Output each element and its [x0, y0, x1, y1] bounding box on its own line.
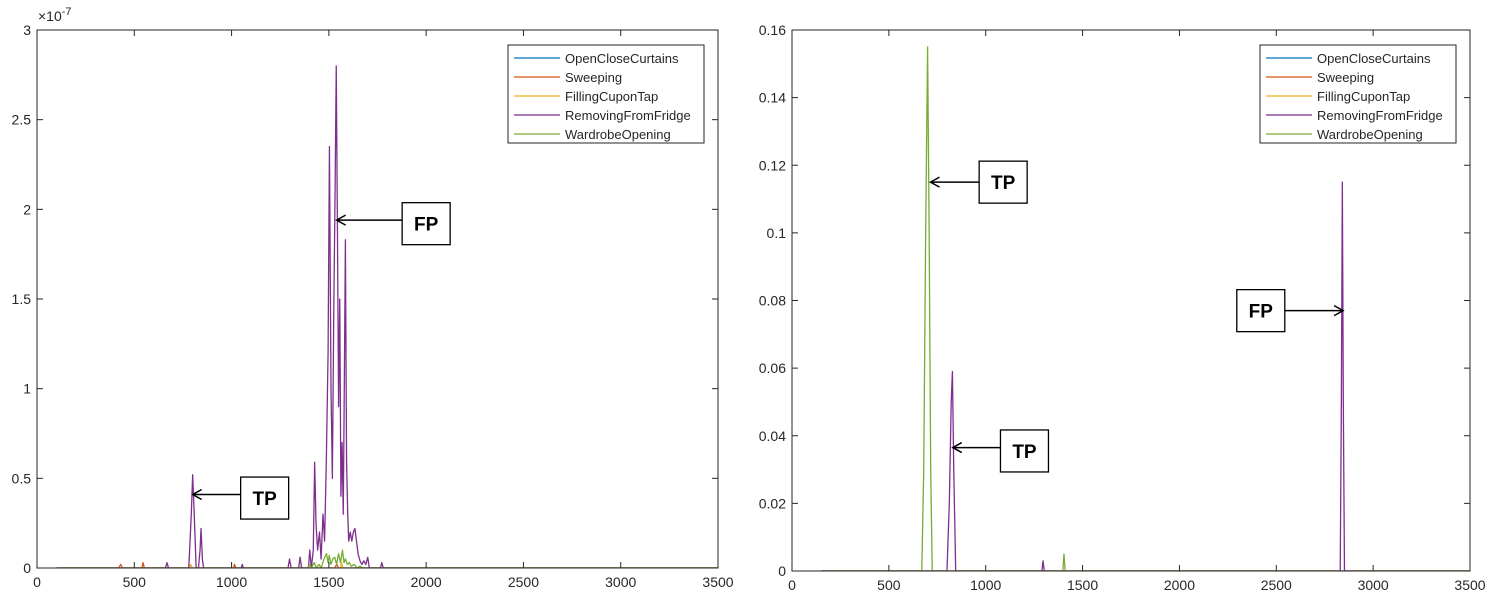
annotation-tp: TP — [191, 476, 290, 520]
y-tick-label: 3 — [23, 22, 31, 38]
annotation-fp: FP — [335, 202, 451, 246]
y-tick-label: 1 — [23, 381, 31, 397]
y-tick-label: 0.5 — [12, 470, 32, 486]
left-subplot: 0 500 1000 1500 2000 2500 3000 3500 0 0.5 1 1.5 2 2.5… — [12, 6, 734, 590]
series-line-WardrobeOpening — [821, 46, 1470, 571]
x-tick-label: 2000 — [411, 574, 442, 590]
legend-entry: OpenCloseCurtains — [565, 51, 679, 66]
right-subplot: 0 500 1000 1500 2000 2500 3000 3500 0 0.02 0.04 0.0… — [759, 22, 1486, 593]
annotation-tp: TP — [928, 160, 1028, 204]
series-line-RemovingFromFridge — [56, 65, 718, 568]
x-tick-label: 3500 — [702, 574, 733, 590]
y-tick-label: 1.5 — [12, 291, 32, 307]
annotation-arrow-head — [928, 176, 940, 188]
legend-entry: RemovingFromFridge — [1317, 108, 1443, 123]
series-line-RemovingFromFridge — [821, 181, 1470, 571]
y-tick-label: 0.12 — [759, 157, 786, 173]
annotation-label: FP — [414, 215, 439, 236]
x-tick-label: 2500 — [508, 574, 539, 590]
y-tick-label: 0 — [23, 560, 31, 576]
x-tick-label: 0 — [788, 577, 796, 593]
y-tick-label: 0.02 — [759, 495, 786, 511]
y-tick-label: 0.1 — [767, 225, 787, 241]
y-tick-label: 0.08 — [759, 293, 786, 309]
y-tick-label: 0.06 — [759, 360, 786, 376]
y-tick-label: 0 — [778, 563, 786, 579]
annotation-tp: TP — [951, 429, 1050, 473]
x-tick-label: 2500 — [1261, 577, 1292, 593]
legend-entry: FillingCuponTap — [565, 89, 658, 104]
x-tick-label: 500 — [123, 574, 147, 590]
x-tick-label: 1500 — [313, 574, 344, 590]
annotation-label: TP — [253, 489, 278, 510]
y-tick-label: 2.5 — [12, 112, 32, 128]
legend-entry: WardrobeOpening — [1317, 127, 1423, 142]
annotation-box — [978, 160, 1028, 204]
legend: OpenCloseCurtains Sweeping FillingCuponTap… — [507, 44, 705, 144]
legend-entry: Sweeping — [1317, 70, 1374, 85]
annotation-label: FP — [1249, 302, 1274, 323]
x-tick-label: 0 — [33, 574, 41, 590]
legend-box — [507, 44, 705, 144]
annotation-label: TP — [1012, 442, 1037, 463]
y-tick-label: 0.14 — [759, 90, 786, 106]
annotation-label: TP — [991, 173, 1016, 194]
x-tick-label: 1500 — [1067, 577, 1098, 593]
annotation-fp: FP — [1236, 288, 1345, 333]
series-line-WardrobeOpening — [56, 549, 718, 568]
annotation-box — [401, 202, 451, 246]
annotation-box — [1236, 288, 1286, 333]
legend: OpenCloseCurtains Sweeping FillingCuponTap… — [1259, 44, 1457, 144]
x-tick-label: 2000 — [1164, 577, 1195, 593]
series-line-Sweeping — [56, 561, 718, 568]
series-group — [821, 46, 1470, 571]
annotation-arrow-head — [335, 214, 347, 226]
annotation-arrow-head — [1333, 304, 1345, 317]
legend-entry: FillingCuponTap — [1317, 89, 1410, 104]
x-tick-label: 3500 — [1454, 577, 1485, 593]
x-tick-label: 3000 — [1358, 577, 1389, 593]
x-tick-label: 500 — [877, 577, 901, 593]
series-group — [56, 65, 718, 568]
y-tick-label: 0.04 — [759, 428, 786, 444]
y-tick-label: 2 — [23, 201, 31, 217]
legend-entry: RemovingFromFridge — [565, 108, 691, 123]
x-tick-label: 1000 — [970, 577, 1001, 593]
annotation-arrow-head — [951, 441, 963, 454]
legend-box — [1259, 44, 1457, 144]
annotation-box — [239, 476, 290, 520]
x-tick-label: 3000 — [605, 574, 636, 590]
legend-entry: Sweeping — [565, 70, 622, 85]
annotation-box — [999, 429, 1050, 473]
legend-entry: OpenCloseCurtains — [1317, 51, 1431, 66]
annotation-arrow-head — [191, 488, 203, 501]
legend-entry: WardrobeOpening — [565, 127, 671, 142]
x-tick-label: 1000 — [216, 574, 247, 590]
y-tick-label: 0.16 — [759, 22, 786, 38]
